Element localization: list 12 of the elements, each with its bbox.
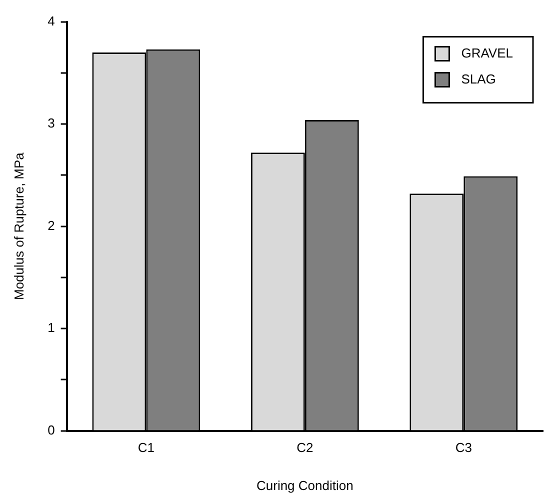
- x-tick-label: C2: [296, 440, 314, 456]
- y-tick-label: 1: [48, 320, 55, 336]
- x-tick-label: C1: [138, 440, 155, 456]
- legend-label: GRAVEL: [461, 45, 514, 60]
- x-axis-title: Curing Condition: [256, 478, 354, 493]
- legend-label: SLAG: [461, 71, 496, 86]
- y-tick-label: 3: [48, 116, 55, 131]
- x-tick-label: C3: [455, 440, 472, 456]
- y-tick-label: 2: [48, 218, 55, 233]
- y-tick-label: 0: [48, 422, 55, 438]
- y-axis-title: Modulus of Rupture, MPa: [11, 152, 26, 300]
- y-tick-label: 4: [48, 13, 55, 28]
